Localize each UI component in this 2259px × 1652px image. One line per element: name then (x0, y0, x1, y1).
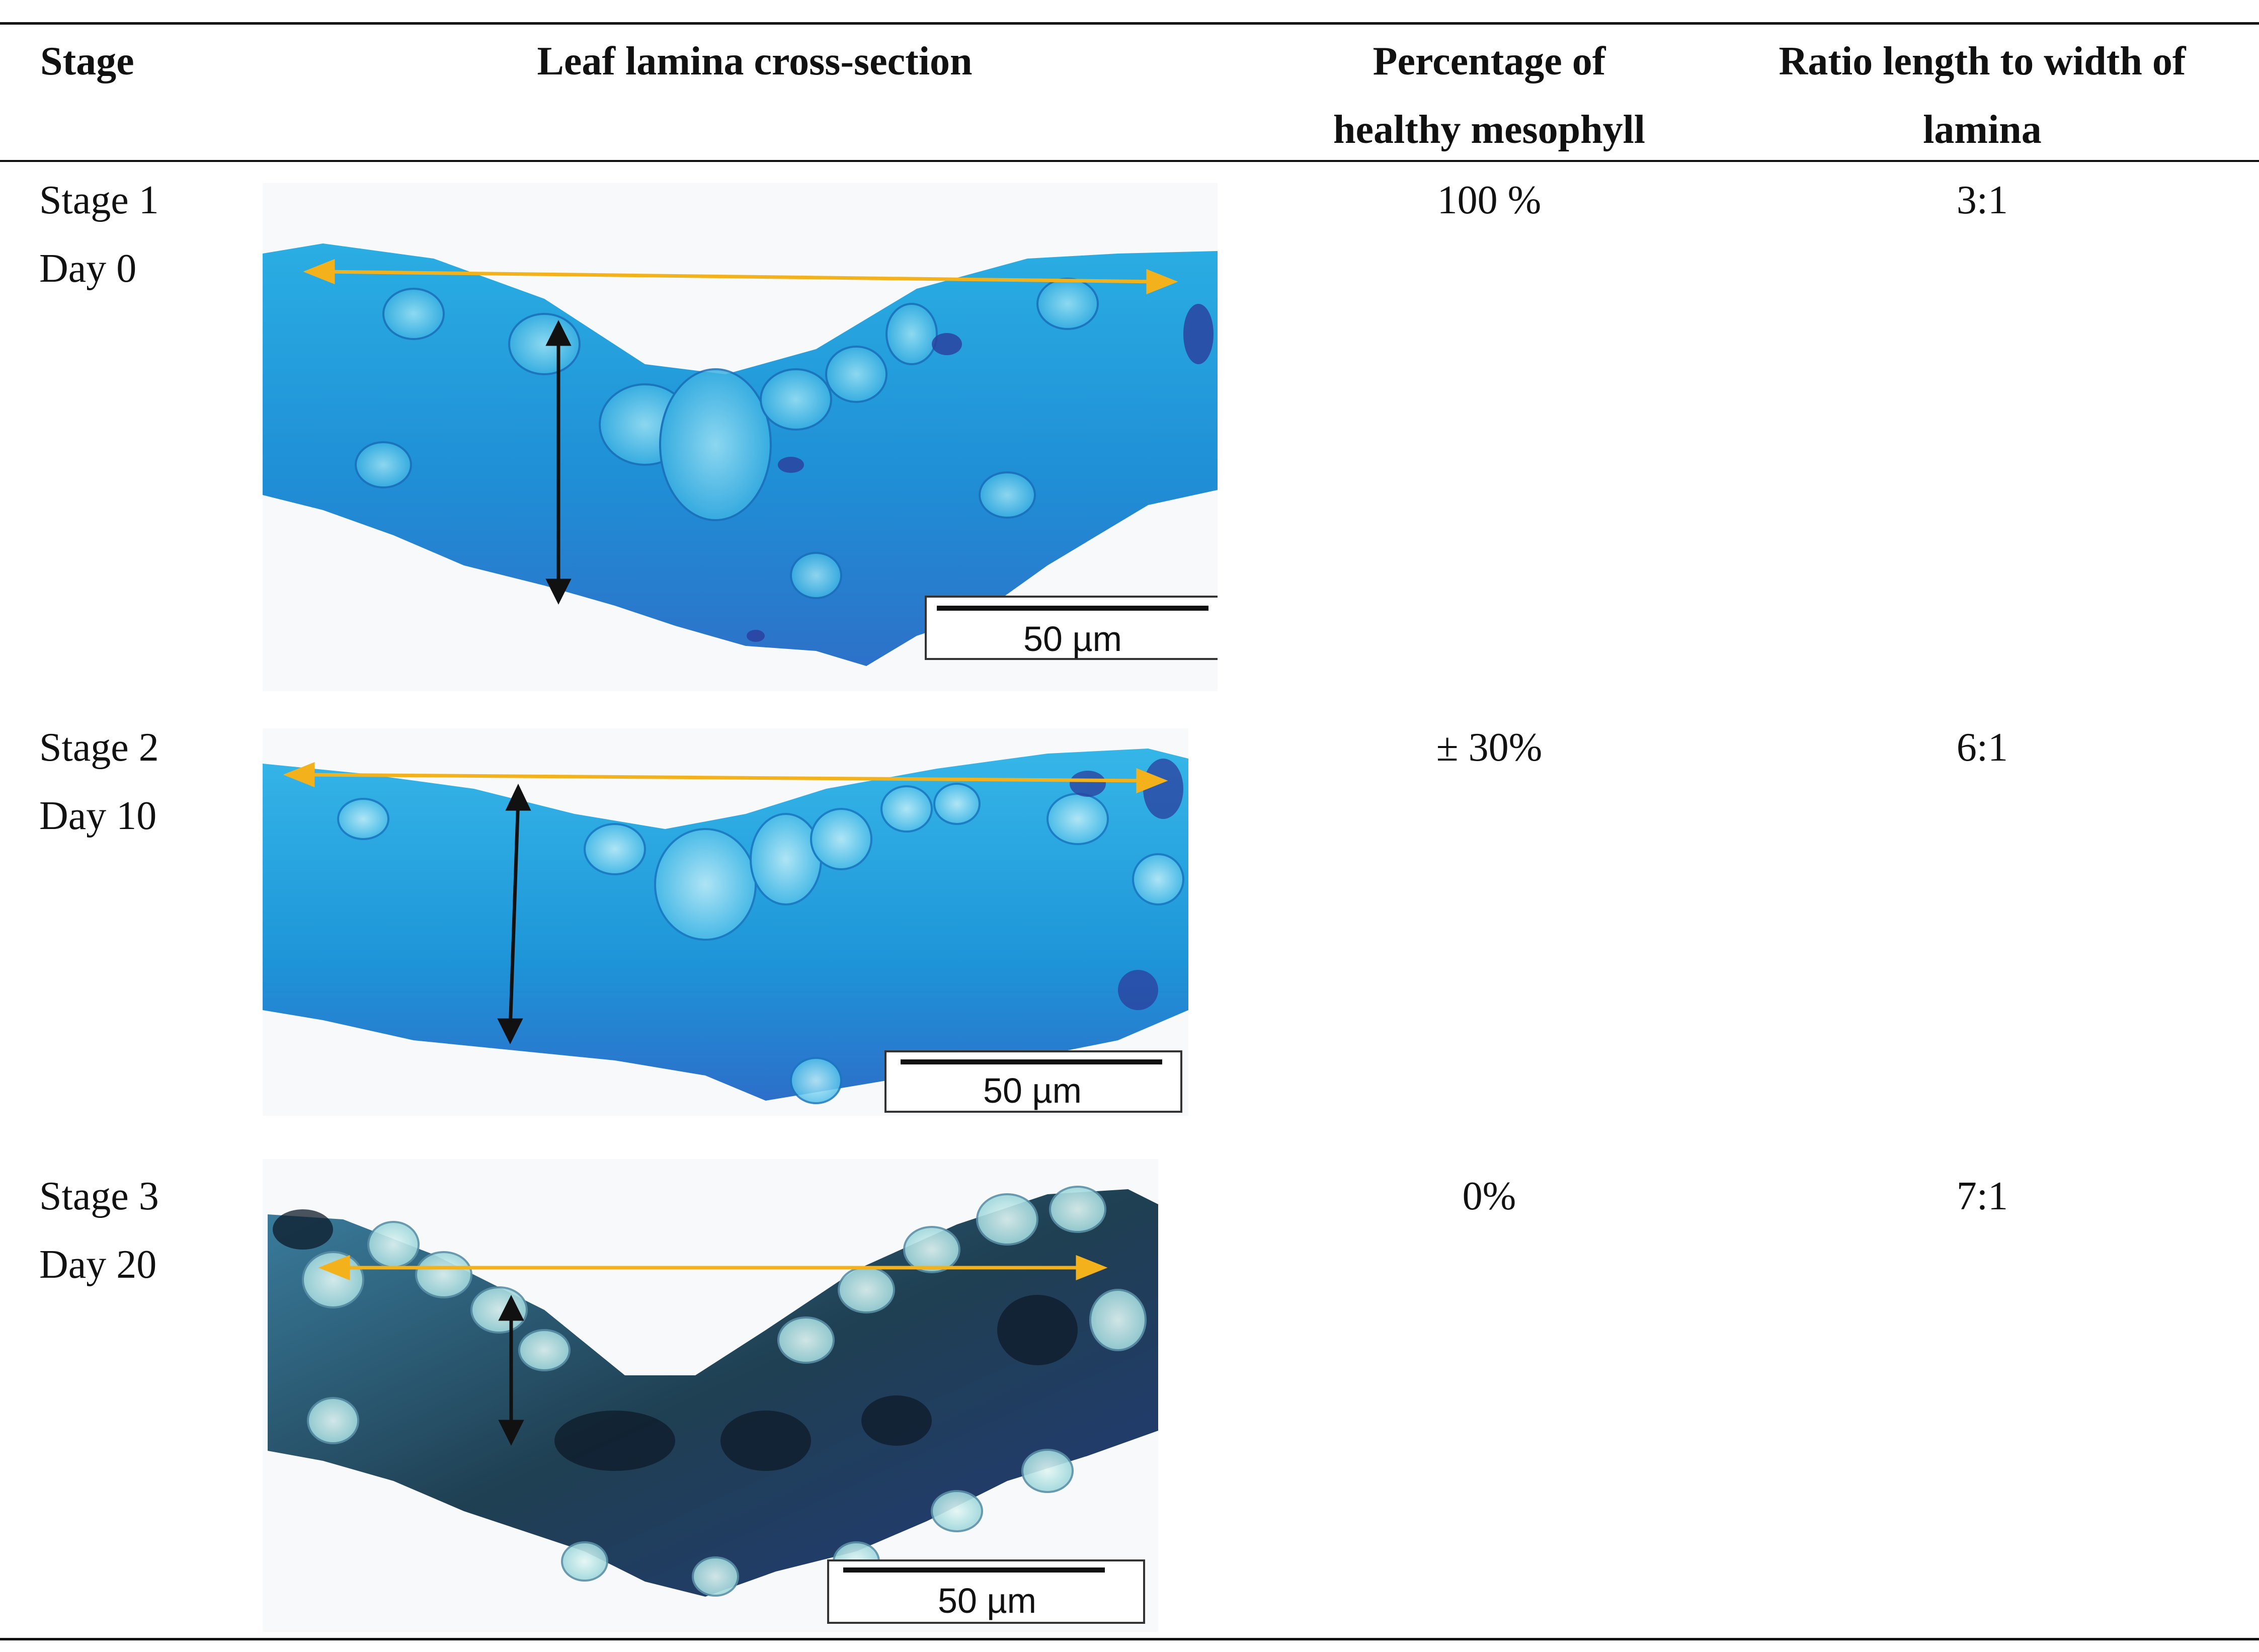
row3-stage: Stage 3 (39, 1174, 159, 1218)
row2-scale-bar: 50 µm (884, 1050, 1182, 1113)
row2-scale-label: 50 µm (983, 1071, 1082, 1110)
row1-length-arrow (303, 259, 1178, 295)
row3-scale-label: 50 µm (938, 1581, 1036, 1620)
row2-mesophyll: ± 30% (1436, 725, 1543, 770)
header-ratio-line2: lamina (1923, 108, 2042, 152)
row3-scale-bar: 50 µm (827, 1559, 1145, 1624)
header-cross-section: Leaf lamina cross-section (537, 39, 973, 84)
row1-scale-label: 50 µm (1023, 619, 1122, 658)
row1-cross-section-image: 50 µm (263, 183, 1218, 691)
row1-cells (355, 278, 1099, 599)
row3-day: Day 20 (39, 1243, 157, 1287)
header-mesophyll-line1: Percentage of (1373, 39, 1606, 84)
row3-ratio: 7:1 (1956, 1174, 2008, 1218)
row2-stage: Stage 2 (39, 725, 159, 770)
row3-mesophyll: 0% (1462, 1174, 1516, 1218)
row1-scale-bar: 50 µm (925, 596, 1218, 660)
header-stage: Stage (40, 39, 134, 84)
row2-cross-section-image: 50 µm (263, 728, 1188, 1116)
row1-width-arrow (545, 320, 572, 605)
row3-cross-section-image: 50 µm (263, 1159, 1158, 1632)
row3-cells (302, 1186, 1147, 1597)
row3-length-arrow (318, 1255, 1108, 1281)
top-rule (0, 22, 2259, 25)
header-ratio-line1: Ratio length to width of (1779, 39, 2186, 84)
row1-stage: Stage 1 (39, 178, 159, 222)
row2-ratio: 6:1 (1956, 725, 2008, 770)
row2-length-arrow (283, 762, 1168, 794)
header-rule (0, 160, 2259, 162)
row2-width-arrow (497, 783, 531, 1044)
bottom-rule (0, 1638, 2259, 1640)
row1-day: Day 0 (39, 246, 137, 291)
row2-day: Day 10 (39, 794, 157, 838)
row1-mesophyll: 100 % (1437, 178, 1542, 222)
row3-width-arrow (498, 1295, 524, 1446)
row1-ratio: 3:1 (1956, 178, 2008, 222)
row2-cells (337, 783, 1184, 1104)
header-mesophyll-line2: healthy mesophyll (1333, 108, 1646, 152)
